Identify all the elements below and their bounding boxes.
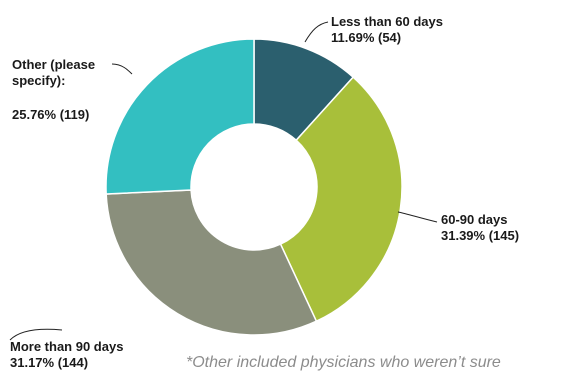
slice-label-60-90-days: 60-90 days 31.39% (145) bbox=[441, 212, 519, 244]
leader-other bbox=[111, 63, 133, 75]
leader-less-than-60-days bbox=[304, 21, 329, 43]
slice-category: Other (please bbox=[12, 57, 96, 72]
slice-label-more-than-90-days: More than 90 days 31.17% (144) bbox=[10, 339, 123, 371]
slice-label-other: Other (please specify): 25.76% (119) bbox=[12, 57, 95, 123]
chart-footnote: *Other included physicians who weren’t s… bbox=[186, 354, 501, 371]
leader-60-90-days bbox=[397, 211, 438, 223]
slice-category-cont: specify): bbox=[12, 73, 66, 88]
slice-other bbox=[105, 38, 255, 195]
slice-category: 60-90 days bbox=[441, 212, 508, 227]
slice-label-less-than-60-days: Less than 60 days 11.69% (54) bbox=[331, 14, 443, 46]
slice-more-than-90-days bbox=[105, 189, 318, 336]
slice-category: More than 90 days bbox=[10, 339, 124, 354]
slice-value: 25.76% (119) bbox=[12, 107, 90, 122]
slice-value: 31.17% (144) bbox=[10, 355, 89, 370]
slice-value: 11.69% (54) bbox=[331, 30, 402, 45]
leader-more-than-90-days bbox=[9, 328, 63, 341]
slice-60-90-days bbox=[279, 76, 403, 323]
slice-value: 31.39% (145) bbox=[441, 228, 520, 243]
slice-category: Less than 60 days bbox=[331, 14, 443, 29]
